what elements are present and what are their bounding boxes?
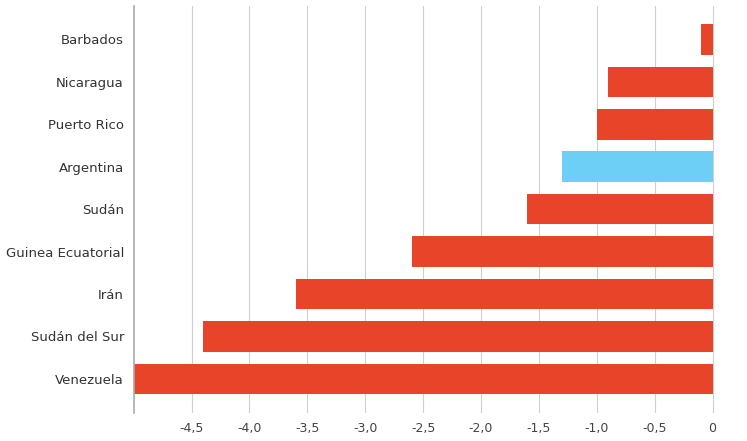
Bar [203,321,713,352]
Bar [701,24,713,55]
Bar [134,364,713,394]
Bar [597,109,713,139]
Bar [412,236,713,267]
Bar [608,67,713,97]
Bar [296,279,713,309]
Bar [562,151,713,182]
Bar [527,194,713,224]
